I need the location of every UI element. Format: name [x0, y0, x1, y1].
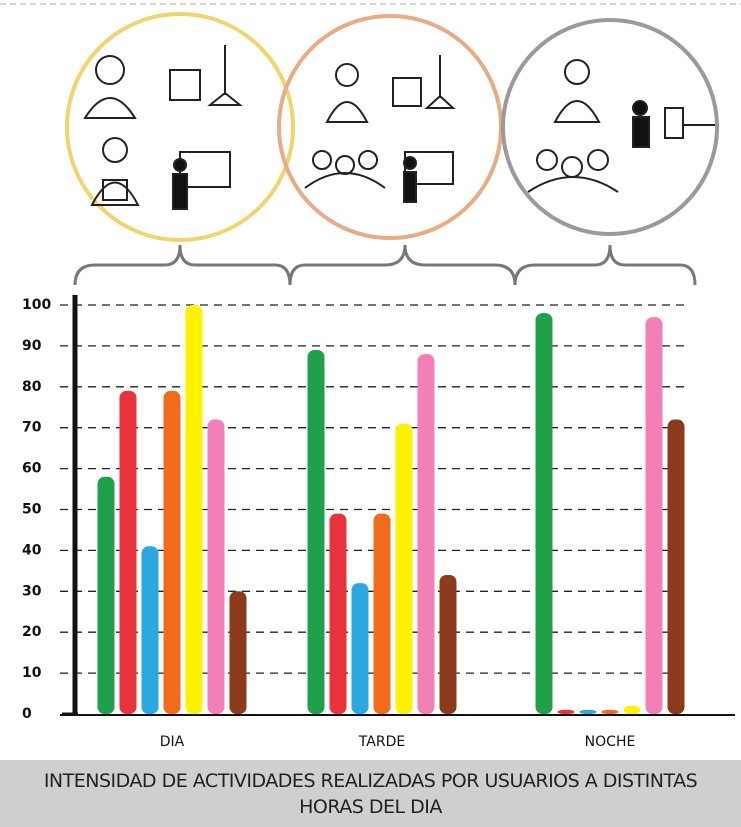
x-tick-label: NOCHE: [585, 734, 636, 750]
bar: [141, 546, 159, 714]
y-tick-label: 100: [22, 297, 51, 313]
y-tick-label: 70: [22, 420, 42, 436]
y-tick-label: 10: [22, 665, 42, 681]
x-tick-label: DIA: [160, 734, 185, 750]
y-tick-label: 30: [22, 583, 42, 599]
bar: [207, 419, 225, 714]
bar: [329, 513, 347, 714]
bar: [439, 574, 457, 714]
y-tick-label: 80: [22, 379, 42, 395]
bar: [351, 583, 369, 714]
bar: [645, 317, 663, 714]
bar: [307, 349, 325, 714]
bar: [229, 591, 247, 714]
y-tick-label: 20: [22, 624, 42, 640]
bar: [579, 709, 597, 714]
y-tick-label: 60: [22, 461, 42, 477]
bar: [119, 390, 137, 714]
bar: [535, 313, 553, 714]
bar: [163, 390, 181, 714]
chart: 0 10 20 30 40 50 60 70 80 90 100 DIA TARDE NOCHE: [0, 3, 741, 750]
y-tick-label: 90: [22, 338, 42, 354]
bar: [373, 513, 391, 714]
y-tick-label: 40: [22, 542, 42, 558]
caption-box: INTENSIDAD DE ACTIVIDADES REALIZADAS POR…: [0, 760, 741, 827]
bar: [395, 423, 413, 714]
y-tick-label: 50: [22, 502, 42, 518]
x-tick-label: TARDE: [358, 734, 405, 750]
icon-circles: [65, 12, 719, 286]
bar: [97, 476, 115, 714]
y-tick-label: 0: [22, 706, 32, 722]
chart-title: INTENSIDAD DE ACTIVIDADES REALIZADAS POR…: [43, 769, 698, 818]
bar: [557, 709, 575, 714]
bar: [185, 305, 203, 714]
bar: [417, 354, 435, 714]
bar: [667, 419, 685, 714]
bar: [623, 705, 641, 714]
bar: [601, 709, 619, 714]
